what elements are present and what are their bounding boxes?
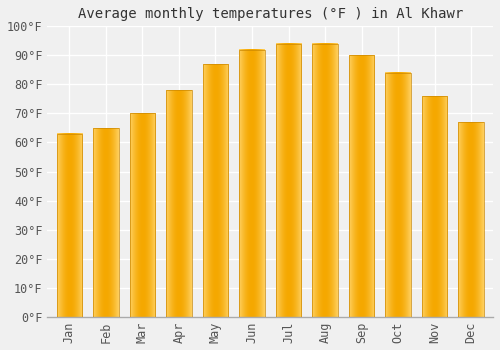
Bar [56, 134, 82, 317]
Bar [312, 44, 338, 317]
Bar [386, 73, 411, 317]
Bar [349, 55, 374, 317]
Bar [202, 64, 228, 317]
Bar [276, 44, 301, 317]
Title: Average monthly temperatures (°F ) in Al Khawr: Average monthly temperatures (°F ) in Al… [78, 7, 463, 21]
Bar [166, 90, 192, 317]
Bar [239, 49, 265, 317]
Bar [422, 96, 448, 317]
Bar [130, 113, 155, 317]
Bar [93, 128, 118, 317]
Bar [458, 122, 484, 317]
